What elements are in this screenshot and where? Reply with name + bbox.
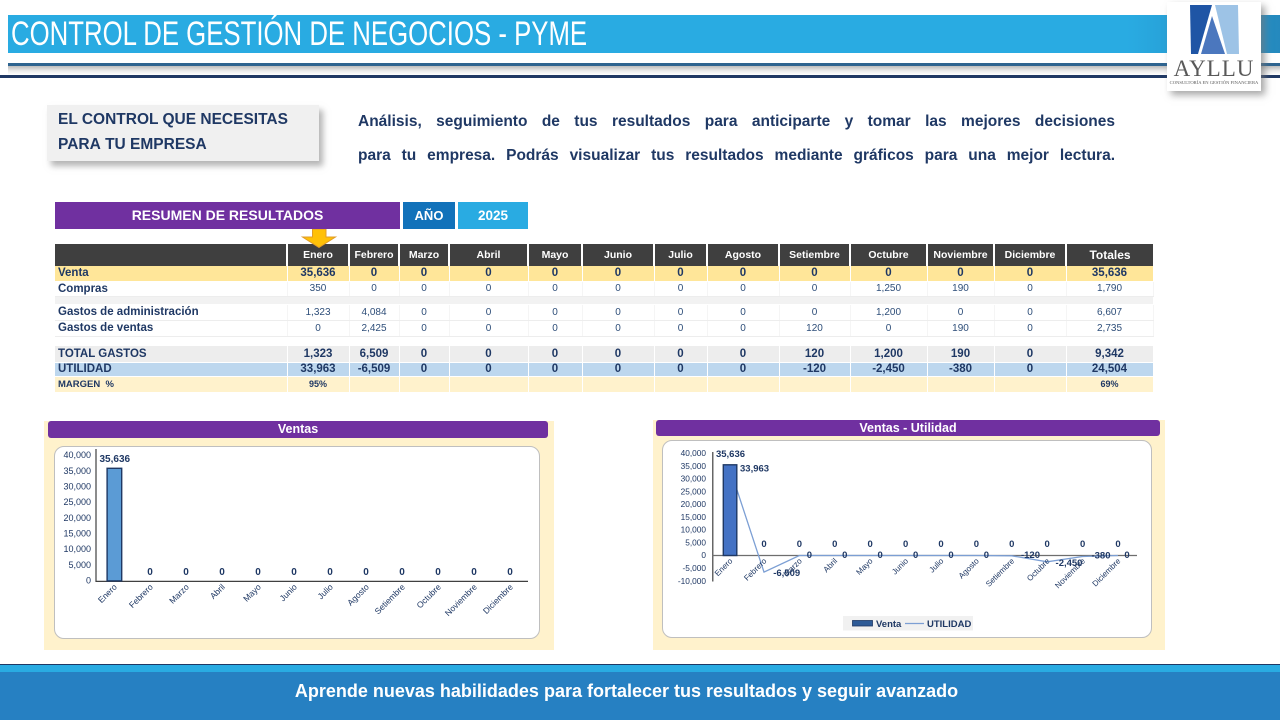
svg-text:20,000: 20,000 [63, 513, 91, 523]
svg-text:0: 0 [1009, 539, 1014, 550]
svg-text:0: 0 [1045, 539, 1050, 550]
svg-text:0: 0 [327, 567, 333, 578]
svg-text:Abril: Abril [822, 556, 840, 574]
svg-text:30,000: 30,000 [681, 474, 707, 484]
svg-text:10,000: 10,000 [63, 544, 91, 554]
svg-text:0: 0 [1124, 550, 1129, 561]
svg-text:Julio: Julio [927, 556, 945, 574]
svg-text:-380: -380 [1091, 551, 1110, 562]
svg-text:Febrero: Febrero [127, 582, 155, 610]
svg-text:35,000: 35,000 [681, 461, 707, 471]
svg-text:15,000: 15,000 [681, 512, 707, 522]
svg-text:Enero: Enero [713, 556, 735, 578]
svg-text:35,636: 35,636 [100, 454, 131, 465]
svg-text:Octubre: Octubre [414, 582, 443, 611]
svg-text:5,000: 5,000 [68, 560, 91, 570]
svg-text:-120: -120 [1021, 550, 1040, 561]
svg-text:-5,000: -5,000 [682, 563, 706, 573]
svg-text:Junio: Junio [277, 582, 299, 604]
svg-text:0: 0 [1115, 539, 1120, 550]
svg-text:0: 0 [913, 550, 918, 561]
svg-text:0: 0 [878, 550, 883, 561]
svg-text:0: 0 [842, 550, 847, 561]
svg-text:0: 0 [255, 567, 261, 578]
svg-text:0: 0 [86, 575, 91, 585]
svg-text:Venta: Venta [876, 619, 902, 630]
svg-text:Setiembre: Setiembre [372, 582, 407, 617]
svg-text:CONSULTORÍA EN GESTIÓN FINANCI: CONSULTORÍA EN GESTIÓN FINANCIERA [1170, 80, 1259, 85]
svg-text:0: 0 [219, 567, 225, 578]
svg-text:Abril: Abril [208, 582, 227, 601]
svg-text:Junio: Junio [890, 556, 910, 576]
svg-text:UTILIDAD: UTILIDAD [927, 619, 971, 630]
svg-text:0: 0 [807, 550, 812, 561]
svg-text:Enero: Enero [96, 582, 119, 605]
svg-text:35,636: 35,636 [716, 449, 745, 460]
svg-text:0: 0 [868, 539, 873, 550]
svg-text:AYLLU: AYLLU [1174, 56, 1255, 81]
svg-text:25,000: 25,000 [63, 497, 91, 507]
svg-text:10,000: 10,000 [681, 525, 707, 535]
svg-text:Agosto: Agosto [345, 582, 371, 608]
svg-text:0: 0 [948, 550, 953, 561]
svg-text:0: 0 [903, 539, 908, 550]
svg-text:Julio: Julio [315, 582, 335, 602]
svg-text:25,000: 25,000 [681, 486, 707, 496]
svg-text:0: 0 [507, 567, 513, 578]
svg-text:Mayo: Mayo [854, 556, 875, 577]
svg-text:0: 0 [938, 539, 943, 550]
svg-text:0: 0 [147, 567, 153, 578]
svg-text:0: 0 [435, 567, 441, 578]
svg-text:-6,509: -6,509 [773, 568, 800, 579]
svg-text:20,000: 20,000 [681, 499, 707, 509]
svg-text:Agosto: Agosto [957, 556, 981, 580]
svg-text:Diciembre: Diciembre [481, 582, 515, 616]
svg-text:40,000: 40,000 [681, 448, 707, 458]
svg-text:30,000: 30,000 [63, 482, 91, 492]
svg-text:0: 0 [183, 567, 189, 578]
svg-text:Mayo: Mayo [241, 582, 263, 604]
svg-text:-10,000: -10,000 [678, 576, 707, 586]
svg-text:0: 0 [701, 550, 706, 560]
svg-text:0: 0 [761, 539, 766, 550]
svg-text:Febrero: Febrero [742, 556, 769, 583]
svg-text:0: 0 [1080, 539, 1085, 550]
svg-text:0: 0 [363, 567, 369, 578]
svg-text:0: 0 [797, 539, 802, 550]
svg-text:Marzo: Marzo [167, 582, 191, 606]
svg-text:0: 0 [399, 567, 405, 578]
svg-text:15,000: 15,000 [63, 529, 91, 539]
svg-text:33,963: 33,963 [740, 464, 769, 475]
svg-text:0: 0 [291, 567, 297, 578]
svg-text:0: 0 [974, 539, 979, 550]
svg-text:-2,450: -2,450 [1056, 558, 1083, 569]
svg-text:40,000: 40,000 [63, 450, 91, 460]
svg-text:0: 0 [471, 567, 477, 578]
svg-text:0: 0 [832, 539, 837, 550]
svg-text:35,000: 35,000 [63, 466, 91, 476]
svg-text:Noviembre: Noviembre [443, 582, 479, 618]
svg-text:0: 0 [984, 550, 989, 561]
svg-text:5,000: 5,000 [685, 538, 706, 548]
